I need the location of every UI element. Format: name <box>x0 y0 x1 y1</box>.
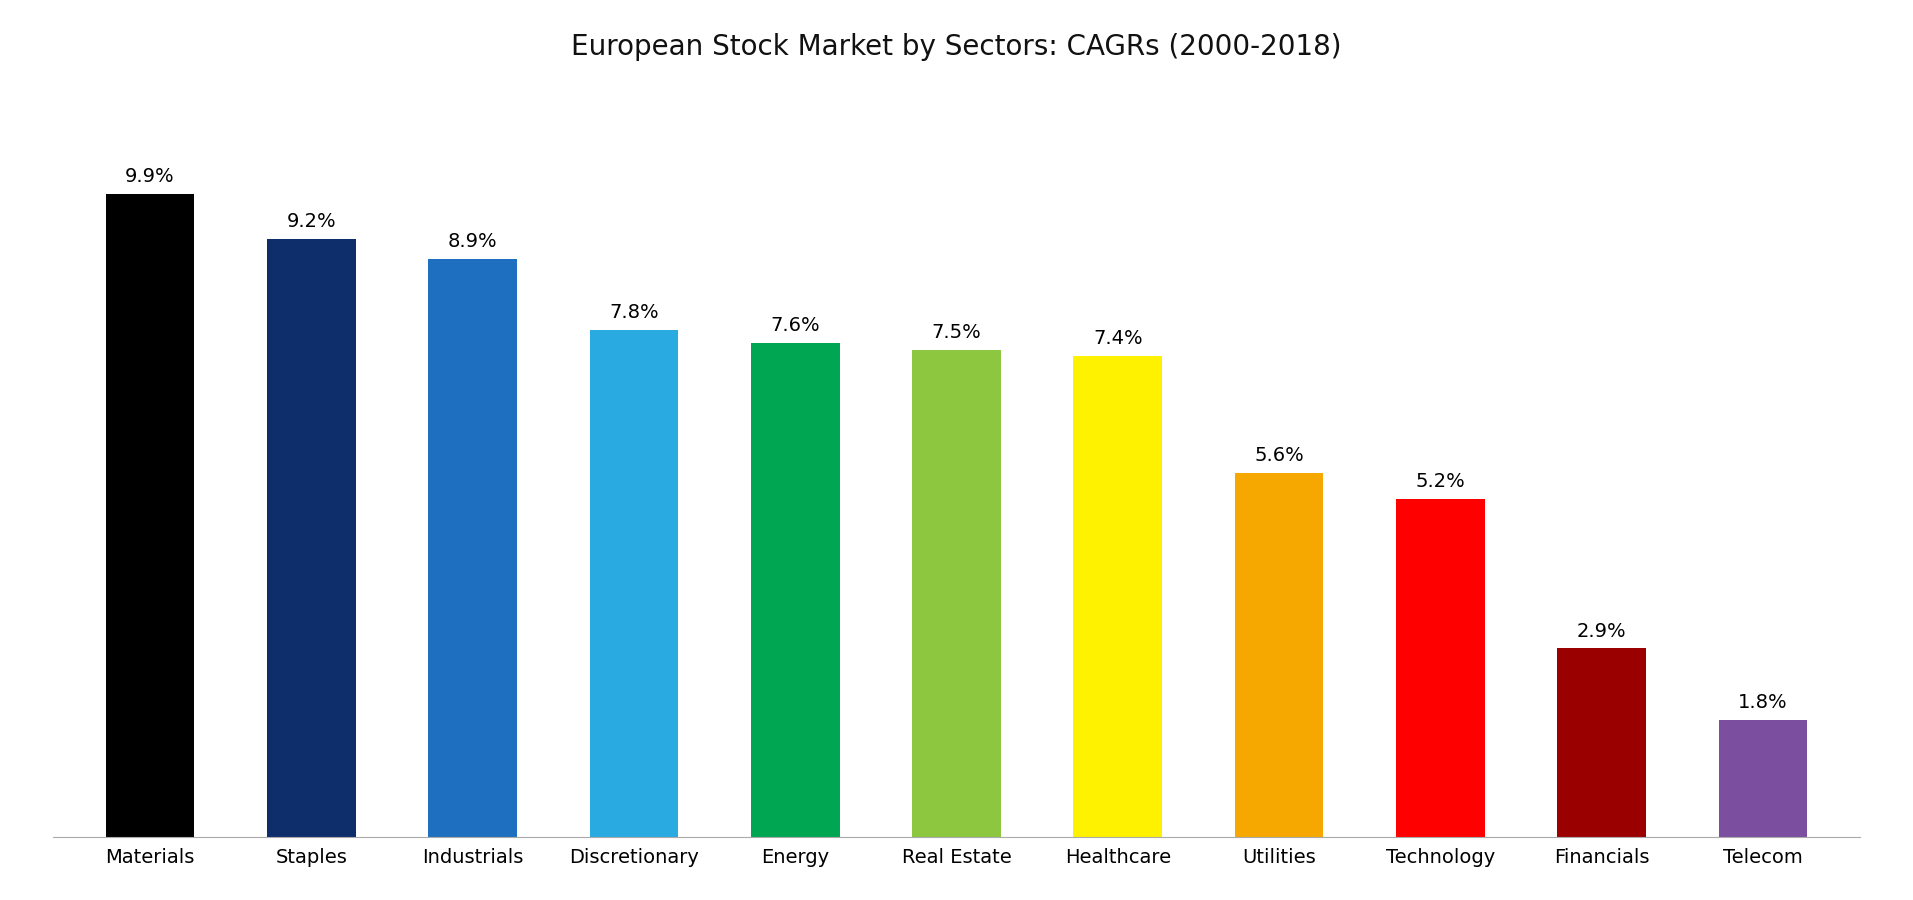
Bar <box>1234 473 1324 837</box>
Text: 7.6%: 7.6% <box>771 316 821 336</box>
Bar <box>1718 720 1808 837</box>
Bar <box>589 330 679 837</box>
Bar <box>268 239 356 837</box>
Text: 1.8%: 1.8% <box>1739 693 1789 712</box>
Text: 9.9%: 9.9% <box>124 166 174 186</box>
Text: 8.9%: 8.9% <box>448 232 497 251</box>
Bar <box>1396 499 1484 837</box>
Text: 7.8%: 7.8% <box>608 303 658 322</box>
Text: 7.5%: 7.5% <box>932 323 981 342</box>
Text: 9.2%: 9.2% <box>287 212 337 231</box>
Text: 2.9%: 2.9% <box>1576 622 1626 641</box>
Bar <box>913 349 1000 837</box>
Bar <box>1557 649 1645 837</box>
Bar <box>429 258 517 837</box>
Text: 5.2%: 5.2% <box>1416 472 1465 491</box>
Bar <box>105 194 195 837</box>
Bar <box>750 343 840 837</box>
Bar <box>1073 356 1163 837</box>
Text: 7.4%: 7.4% <box>1092 329 1142 348</box>
Text: 5.6%: 5.6% <box>1255 446 1305 465</box>
Title: European Stock Market by Sectors: CAGRs (2000-2018): European Stock Market by Sectors: CAGRs … <box>572 33 1341 61</box>
